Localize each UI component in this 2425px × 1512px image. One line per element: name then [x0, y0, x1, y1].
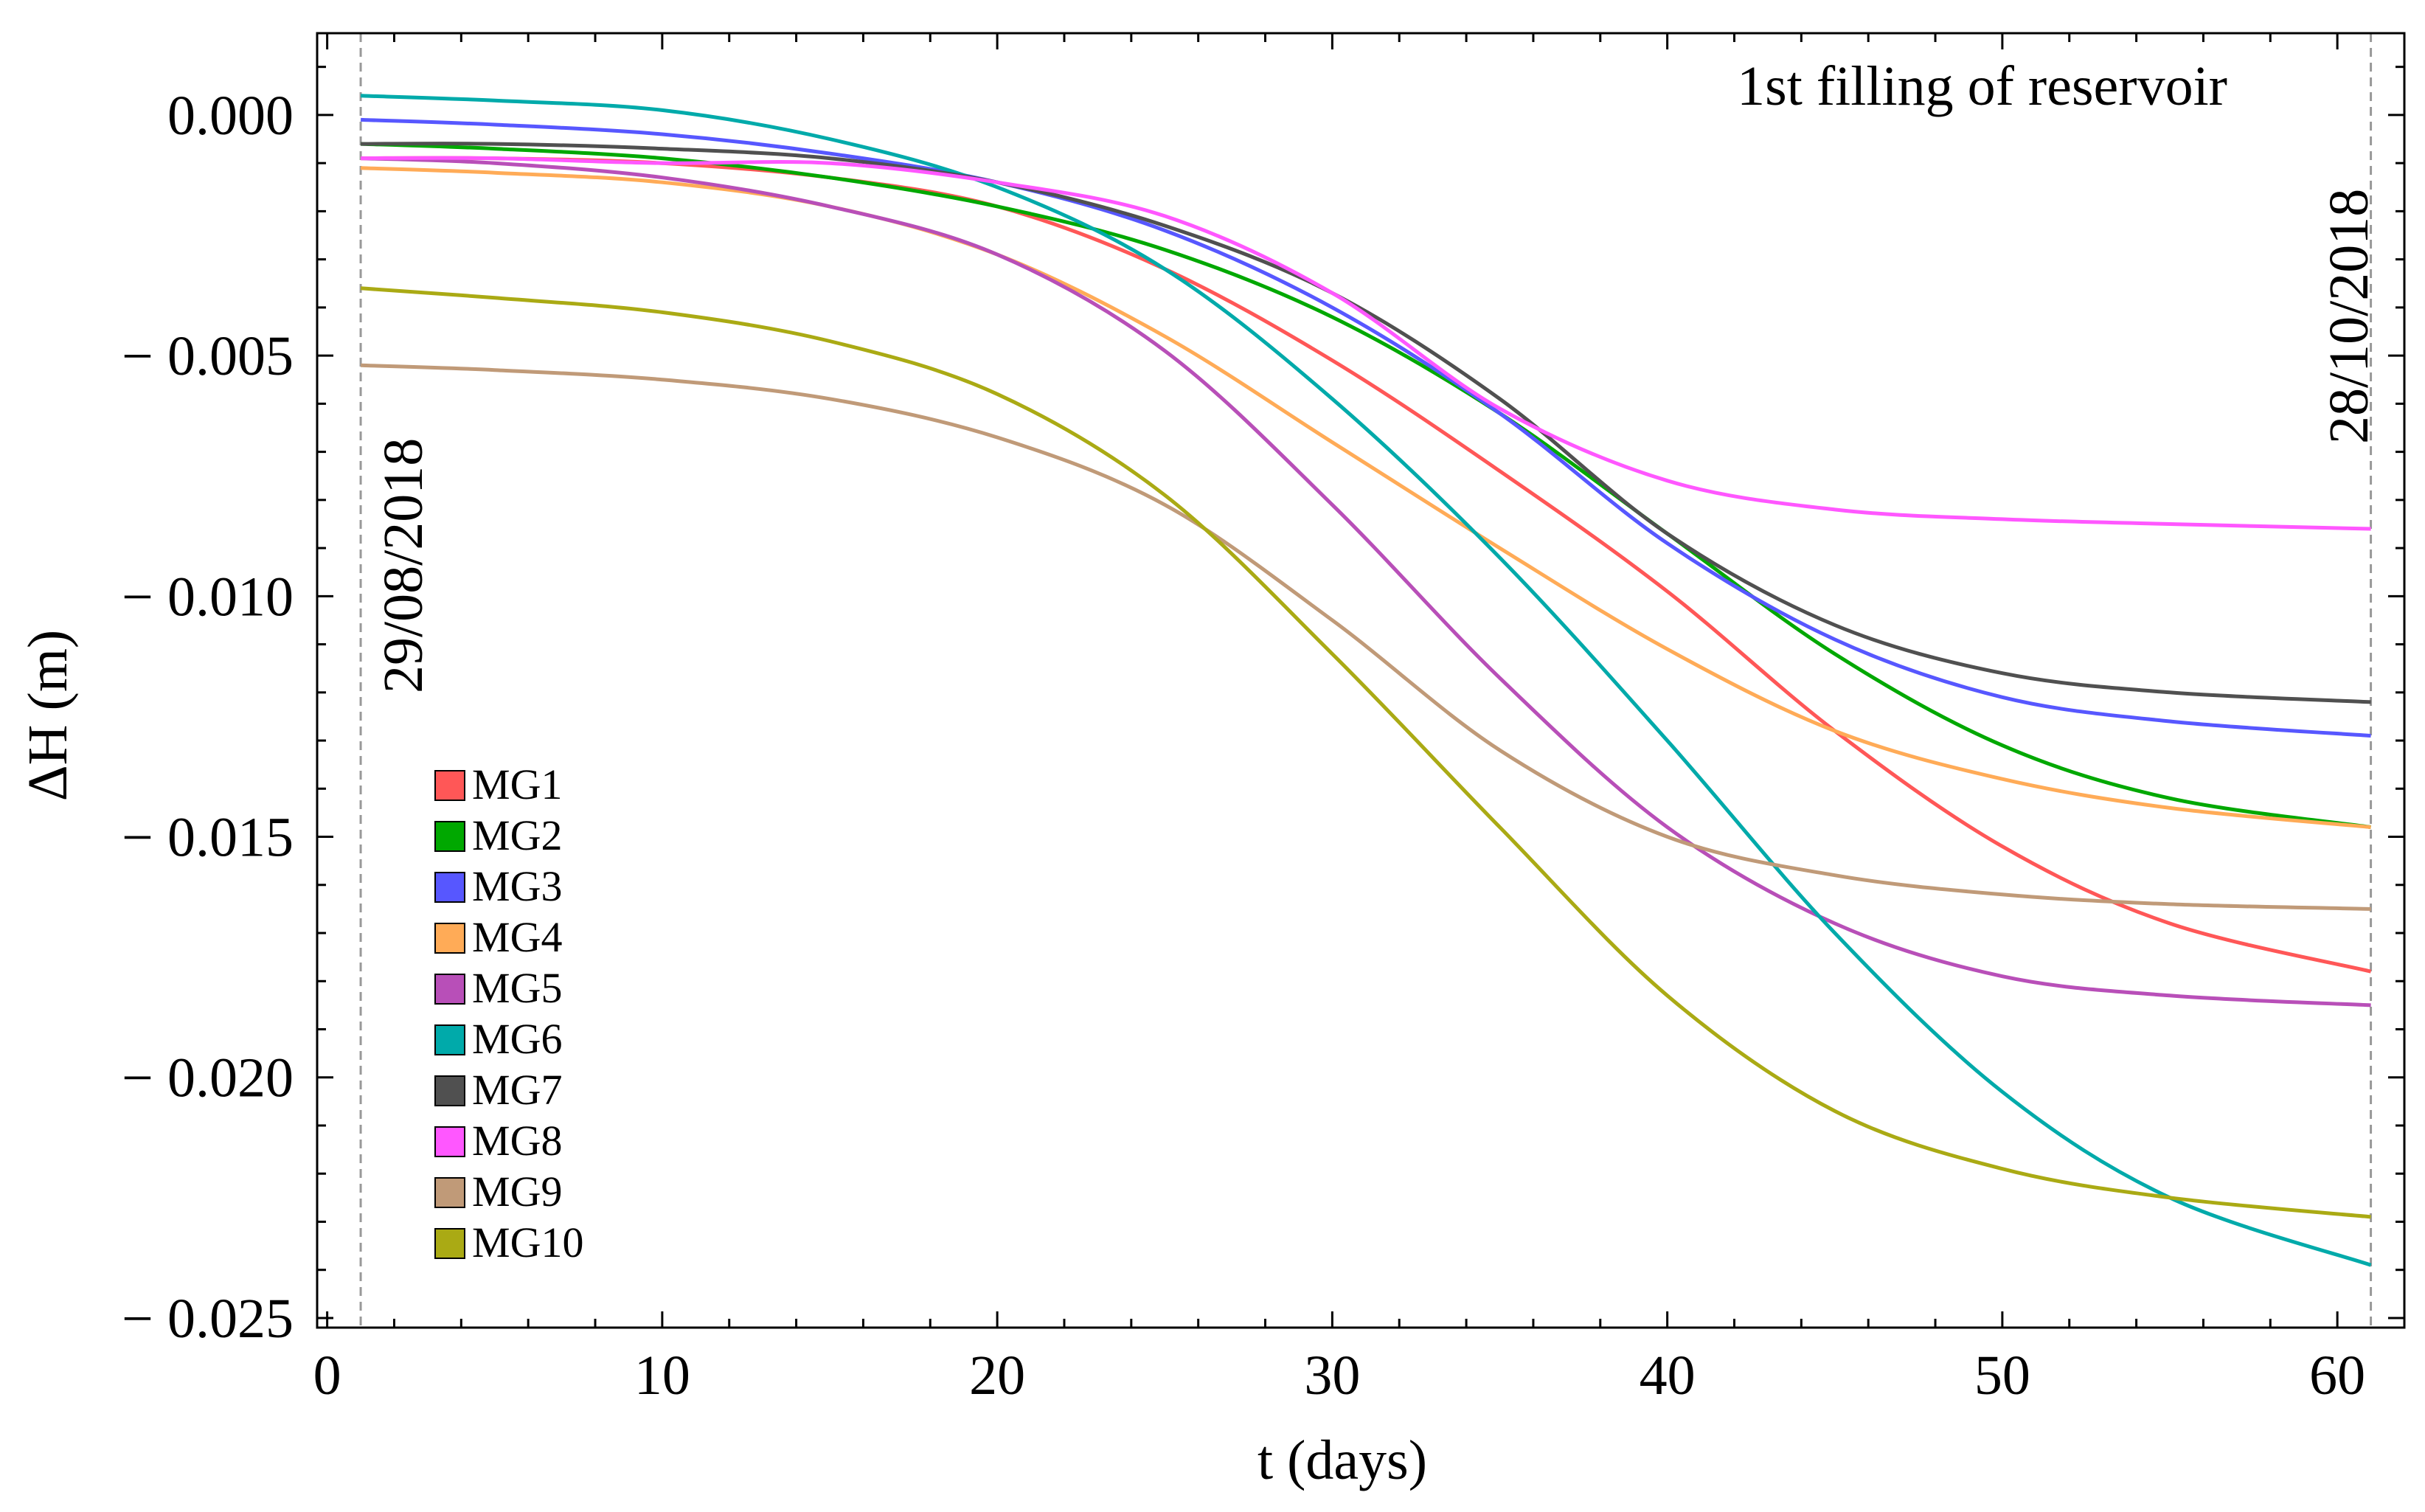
annotation-start-date: 29/08/2018	[372, 438, 434, 693]
x-tick-label: 40	[1640, 1345, 1696, 1407]
series-line-mg3	[361, 117, 2371, 738]
legend-swatch-mg1	[434, 770, 465, 801]
x-tick-label: 60	[2309, 1345, 2365, 1407]
legend-swatch-mg2	[434, 821, 465, 852]
series-line-mg10	[360, 286, 2371, 1219]
y-axis-title: ΔH (m)	[17, 630, 79, 802]
series-line-mg2	[361, 142, 2371, 829]
series-line-mg1	[361, 156, 2372, 974]
series-line-mg8	[361, 156, 2371, 531]
legend-swatch-mg4	[434, 923, 465, 954]
annotation-end-date: 28/10/2018	[2318, 189, 2380, 444]
x-tick-label: 10	[634, 1345, 690, 1407]
annotation-title: 1st filling of reservoir	[1737, 55, 2227, 117]
y-tick-label: − 0.020	[122, 1047, 294, 1109]
series-line-mg9	[361, 363, 2371, 911]
legend-label-mg6: MG6	[472, 1015, 562, 1063]
legend-label-mg4: MG4	[472, 913, 562, 961]
legend-label-mg8: MG8	[472, 1117, 562, 1165]
legend-swatch-mg8	[434, 1126, 465, 1157]
legend-label-mg5: MG5	[472, 964, 562, 1012]
legend-swatch-mg3	[434, 872, 465, 903]
x-tick-label: 0	[313, 1345, 341, 1407]
x-tick-label: 30	[1304, 1345, 1360, 1407]
y-tick-label: − 0.025	[122, 1288, 294, 1350]
legend-label-mg7: MG7	[472, 1066, 562, 1114]
legend-swatch-mg6	[434, 1024, 465, 1055]
plot-frame	[316, 32, 2406, 1329]
x-tick-label: 20	[969, 1345, 1025, 1407]
legend-label-mg3: MG3	[472, 862, 562, 910]
legend-swatch-mg9	[434, 1177, 465, 1208]
legend-label-mg9: MG9	[472, 1168, 562, 1216]
y-tick-label: − 0.015	[122, 807, 294, 869]
y-tick-label: − 0.010	[122, 566, 294, 628]
x-tick-label: 50	[1974, 1345, 2030, 1407]
legend-swatch-mg10	[434, 1228, 465, 1259]
series-line-mg5	[361, 156, 2371, 1008]
legend-swatch-mg5	[434, 974, 465, 1005]
x-axis-title: t (days)	[1257, 1429, 1427, 1491]
series-line-mg7	[361, 142, 2371, 704]
legend-swatch-mg7	[434, 1075, 465, 1106]
legend-label-mg10: MG10	[472, 1218, 583, 1266]
legend-label-mg1: MG1	[472, 760, 562, 808]
legend-label-mg2: MG2	[472, 811, 562, 859]
y-tick-label: 0.000	[167, 85, 294, 147]
series-line-mg4	[361, 166, 2371, 829]
series-line-mg6	[361, 94, 2372, 1267]
y-tick-label: − 0.005	[122, 325, 294, 387]
